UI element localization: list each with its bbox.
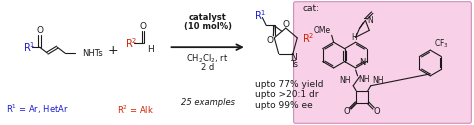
Text: NH: NH: [373, 76, 384, 85]
Text: +: +: [108, 44, 118, 57]
Text: CH$_2$Cl$_2$, rt: CH$_2$Cl$_2$, rt: [186, 53, 229, 65]
Text: R$^1$: R$^1$: [23, 40, 36, 54]
Text: R$^1$ = Ar, HetAr: R$^1$ = Ar, HetAr: [6, 103, 69, 116]
Text: R$^2$ = Alk: R$^2$ = Alk: [117, 103, 154, 116]
Text: NHTs: NHTs: [82, 49, 103, 58]
Text: OMe: OMe: [314, 26, 331, 35]
Text: H: H: [147, 45, 154, 54]
Text: upto 77% yield
upto >20:1 dr
upto 99% ee: upto 77% yield upto >20:1 dr upto 99% ee: [255, 80, 323, 110]
Text: H: H: [351, 33, 356, 42]
Text: O: O: [267, 36, 273, 45]
Text: O: O: [140, 22, 146, 31]
Text: 25 examples: 25 examples: [181, 98, 235, 107]
Text: CF$_3$: CF$_3$: [434, 38, 449, 50]
Text: Ts: Ts: [290, 60, 298, 69]
Text: O: O: [344, 107, 351, 116]
Text: NH: NH: [358, 75, 370, 84]
Text: N: N: [291, 53, 297, 62]
Text: (10 mol%): (10 mol%): [183, 22, 232, 31]
Text: O: O: [283, 20, 289, 29]
Text: R$^2$: R$^2$: [302, 31, 315, 45]
Text: catalyst: catalyst: [189, 13, 227, 22]
Text: R$^2$: R$^2$: [125, 36, 137, 50]
FancyBboxPatch shape: [293, 2, 471, 123]
Text: O: O: [374, 107, 380, 116]
Text: N: N: [359, 58, 365, 67]
Text: N: N: [367, 16, 373, 25]
Text: 2 d: 2 d: [201, 64, 214, 72]
Text: R$^1$: R$^1$: [254, 9, 266, 22]
Text: cat:: cat:: [302, 4, 319, 13]
Text: NH: NH: [340, 76, 351, 85]
Text: O: O: [36, 26, 43, 35]
